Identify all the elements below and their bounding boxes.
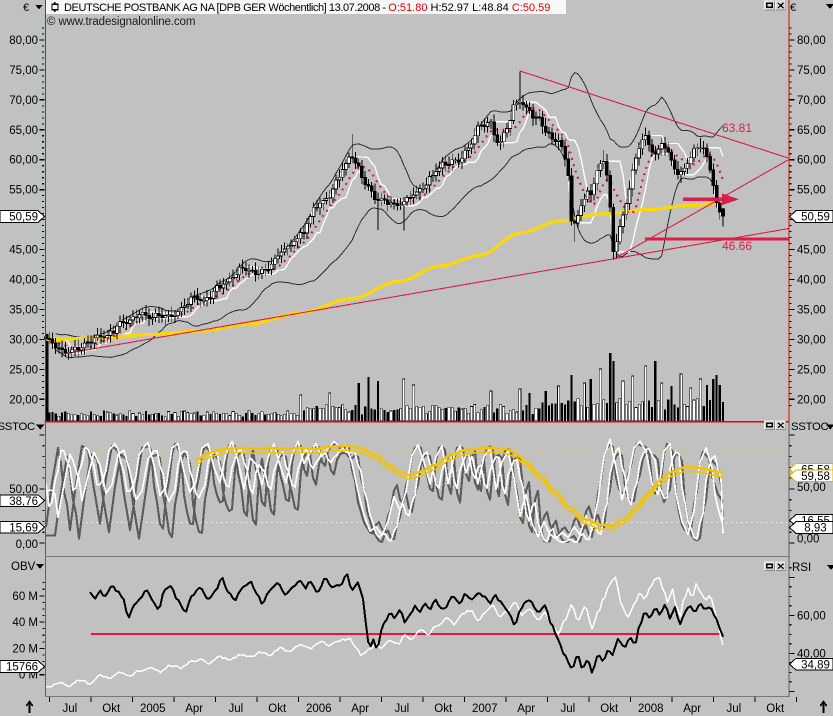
svg-text:Apr: Apr	[517, 703, 535, 715]
svg-text:€: €	[23, 2, 29, 14]
svg-text:30,00: 30,00	[9, 334, 38, 346]
svg-text:60,00: 60,00	[9, 155, 38, 167]
svg-text:Jul: Jul	[62, 703, 77, 715]
svg-text:0,00: 0,00	[797, 534, 819, 546]
svg-text:40,00: 40,00	[797, 648, 826, 660]
svg-text:40,00: 40,00	[797, 275, 826, 287]
svg-text:50,00: 50,00	[797, 482, 826, 494]
svg-text:Jul: Jul	[560, 703, 575, 715]
svg-text:40 M: 40 M	[12, 617, 38, 629]
svg-text:OBV: OBV	[11, 561, 36, 573]
svg-text:25,00: 25,00	[797, 364, 826, 376]
svg-text:2007: 2007	[472, 703, 498, 715]
svg-text:15766: 15766	[6, 662, 38, 674]
svg-text:60,00: 60,00	[797, 610, 826, 622]
svg-text:50,59: 50,59	[801, 212, 830, 224]
svg-text:55,00: 55,00	[9, 185, 38, 197]
svg-text:65,00: 65,00	[797, 125, 826, 137]
svg-text:50,00: 50,00	[9, 484, 38, 496]
svg-text:38,76: 38,76	[9, 496, 38, 508]
svg-text:2006: 2006	[306, 703, 332, 715]
svg-text:Okt: Okt	[434, 703, 453, 715]
svg-text:35,00: 35,00	[9, 305, 38, 317]
svg-text:30,00: 30,00	[797, 334, 826, 346]
svg-text:45,00: 45,00	[9, 245, 38, 257]
svg-text:Apr: Apr	[683, 703, 701, 715]
svg-text:RSI: RSI	[792, 562, 811, 574]
svg-text:Okt: Okt	[766, 703, 785, 715]
svg-text:80,00: 80,00	[797, 35, 826, 47]
svg-text:Apr: Apr	[185, 703, 203, 715]
svg-text:© www.tradesignalonline.com: © www.tradesignalonline.com	[47, 16, 195, 28]
svg-text:50,59: 50,59	[9, 212, 38, 224]
svg-text:46.66: 46.66	[722, 239, 752, 253]
svg-text:34,89: 34,89	[801, 659, 830, 671]
svg-text:20 M: 20 M	[12, 643, 38, 655]
svg-text:2005: 2005	[140, 703, 166, 715]
svg-text:55,00: 55,00	[797, 185, 826, 197]
svg-text:40,00: 40,00	[9, 275, 38, 287]
svg-text:80,00: 80,00	[9, 35, 38, 47]
svg-text:€: €	[790, 2, 796, 14]
svg-text:20,00: 20,00	[797, 394, 826, 406]
svg-text:DEUTSCHE POSTBANK AG NA [DPB G: DEUTSCHE POSTBANK AG NA [DPB GER Wöchent…	[64, 2, 550, 14]
svg-text:SSTOC: SSTOC	[791, 421, 829, 433]
svg-text:SSTOC: SSTOC	[0, 421, 35, 433]
svg-text:Okt: Okt	[102, 703, 121, 715]
svg-text:Jul: Jul	[228, 703, 243, 715]
svg-text:70,00: 70,00	[797, 95, 826, 107]
svg-text:8,93: 8,93	[804, 523, 826, 535]
svg-text:Jul: Jul	[726, 703, 741, 715]
svg-text:Jul: Jul	[394, 703, 409, 715]
svg-text:Okt: Okt	[600, 703, 619, 715]
svg-text:63.81: 63.81	[722, 121, 752, 135]
svg-text:15,69: 15,69	[9, 522, 38, 534]
svg-text:35,00: 35,00	[797, 305, 826, 317]
svg-text:60 M: 60 M	[12, 591, 38, 603]
svg-text:Apr: Apr	[351, 703, 369, 715]
svg-text:Okt: Okt	[268, 703, 287, 715]
svg-text:70,00: 70,00	[9, 95, 38, 107]
svg-text:75,00: 75,00	[9, 65, 38, 77]
svg-text:0,00: 0,00	[16, 539, 38, 551]
svg-text:75,00: 75,00	[797, 65, 826, 77]
svg-text:45,00: 45,00	[797, 245, 826, 257]
svg-text:60,00: 60,00	[797, 155, 826, 167]
svg-text:65,00: 65,00	[9, 125, 38, 137]
svg-text:25,00: 25,00	[9, 364, 38, 376]
svg-text:2008: 2008	[638, 703, 664, 715]
svg-text:59,58: 59,58	[801, 471, 830, 483]
svg-text:20,00: 20,00	[9, 394, 38, 406]
